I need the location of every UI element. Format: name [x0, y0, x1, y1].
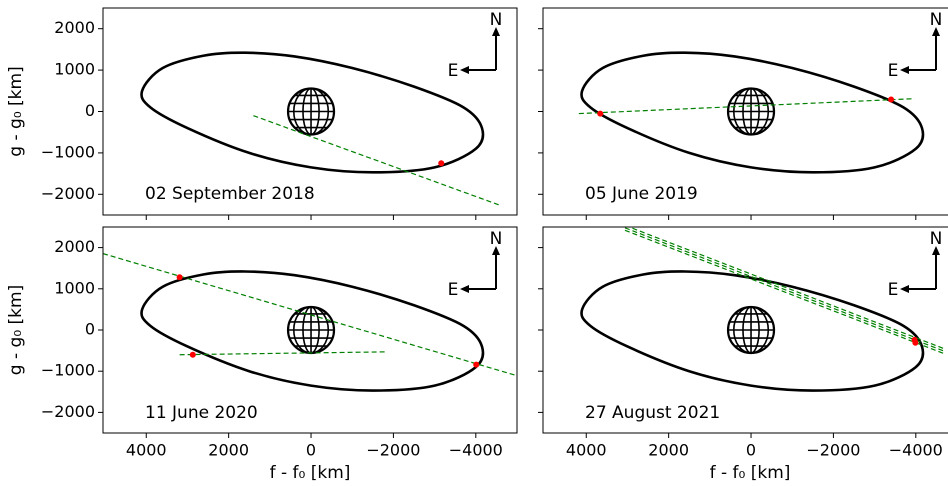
y-tick-label: 0: [85, 320, 95, 339]
north-label: N: [930, 10, 943, 30]
y-tick-label: 2000: [54, 237, 95, 256]
contact-point: [438, 160, 444, 166]
figure: N E 02 September 2018 2000 1000 0 −1000 −2000 g …: [0, 0, 948, 486]
contact-point: [597, 111, 603, 117]
date-label: 02 September 2018: [145, 184, 315, 204]
arrow-head: [460, 27, 500, 74]
x-tick-label: −2000: [806, 441, 860, 460]
north-label: N: [490, 10, 503, 30]
contact-point: [177, 274, 183, 280]
y-tick-label: 1000: [54, 278, 95, 297]
compass-arrow: [905, 251, 936, 289]
contact-point: [190, 352, 196, 358]
y-axis-label: g - g₀ [km]: [6, 66, 26, 156]
x-tick-label: 0: [746, 441, 756, 460]
globe-icon: [728, 89, 774, 135]
x-tick-label: 4000: [566, 441, 607, 460]
arrow-head: [460, 246, 500, 293]
x-axis-label: f - f₀ [km]: [710, 463, 791, 483]
x-tick-label: −4000: [889, 441, 943, 460]
x-tick-label: 2000: [208, 441, 249, 460]
panel: [581, 225, 945, 390]
x-tick-label: −4000: [449, 441, 503, 460]
east-label: E: [888, 280, 899, 300]
date-label: 27 August 2021: [585, 403, 720, 423]
panel: [103, 254, 517, 391]
north-label: N: [490, 229, 503, 249]
y-tick-label: −2000: [41, 402, 95, 421]
x-tick-label: 4000: [126, 441, 167, 460]
globe-icon: [288, 89, 334, 135]
date-label: 05 June 2019: [585, 184, 698, 204]
contact-point: [473, 362, 479, 368]
date-label: 11 June 2020: [145, 403, 258, 423]
compass-arrow: [465, 251, 496, 289]
y-tick-label: −1000: [41, 142, 95, 161]
globe-icon: [288, 307, 334, 353]
contact-point: [888, 96, 894, 102]
x-axis-label: f - f₀ [km]: [270, 463, 351, 483]
compass-arrow: [905, 32, 936, 70]
panel: [579, 53, 923, 173]
contact-point: [912, 340, 918, 346]
east-label: E: [448, 61, 459, 81]
arrow-head: [900, 246, 940, 293]
y-tick-label: 0: [85, 101, 95, 120]
globe-icon: [728, 307, 774, 353]
east-label: E: [448, 280, 459, 300]
north-label: N: [930, 229, 943, 249]
x-tick-label: 2000: [648, 441, 689, 460]
chord: [180, 352, 388, 355]
x-tick-label: 0: [306, 441, 316, 460]
east-label: E: [888, 61, 899, 81]
compass-arrow: [465, 32, 496, 70]
arrow-head: [900, 27, 940, 74]
y-tick-label: −1000: [41, 361, 95, 380]
y-axis-label: g - g₀ [km]: [6, 285, 26, 375]
y-tick-label: 1000: [54, 60, 95, 79]
y-tick-label: −2000: [41, 184, 95, 203]
y-tick-label: 2000: [54, 18, 95, 37]
x-tick-label: −2000: [366, 441, 420, 460]
